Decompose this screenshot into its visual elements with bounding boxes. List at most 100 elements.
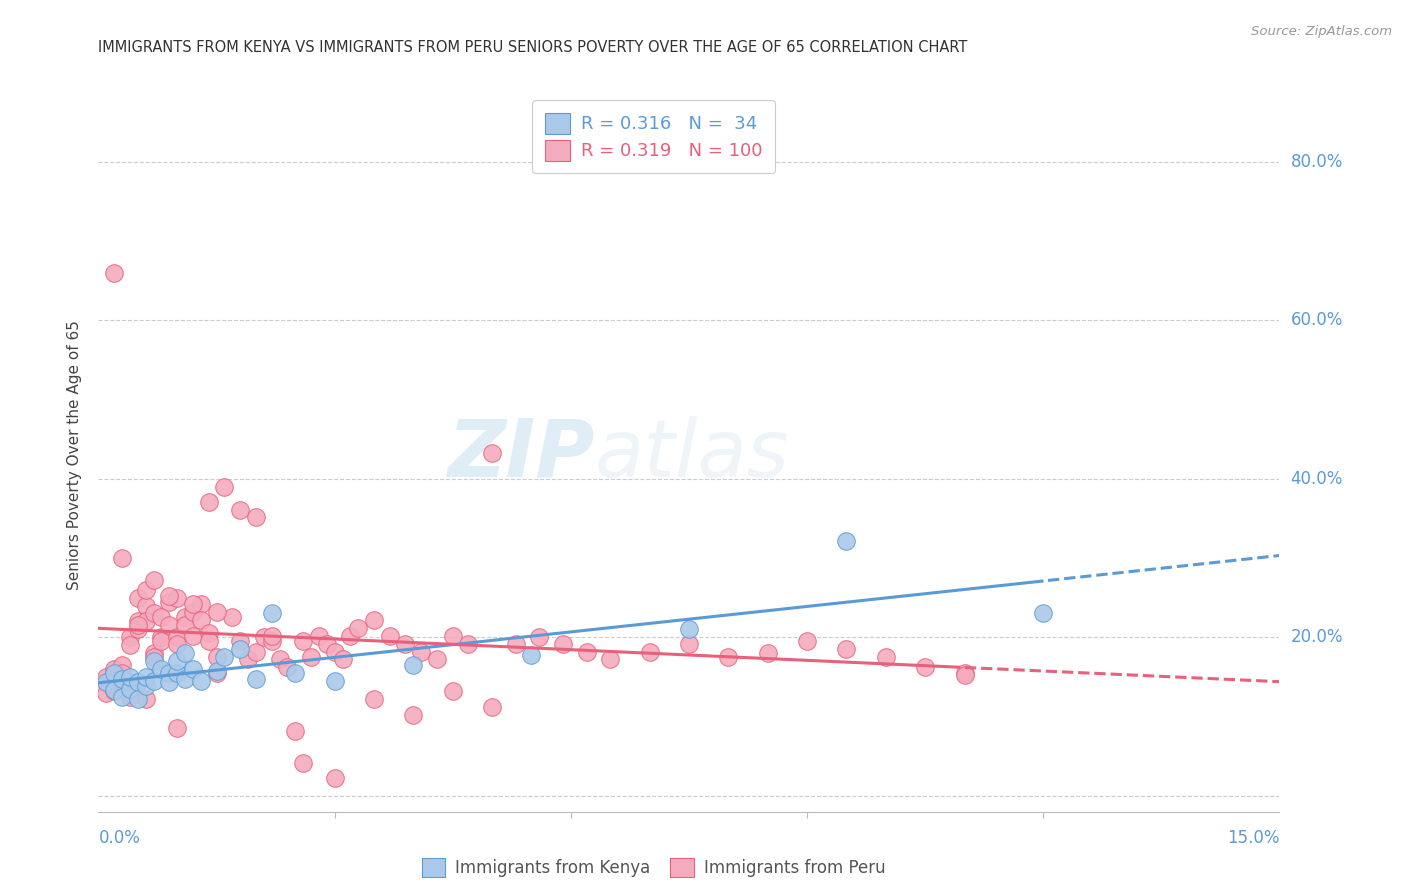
- Point: [411, 644, 433, 658]
- Point: [103, 683, 125, 698]
- Point: [181, 662, 204, 676]
- Point: [127, 618, 149, 632]
- Point: [332, 652, 354, 666]
- Point: [835, 533, 858, 548]
- Point: [150, 630, 173, 644]
- Y-axis label: Seniors Poverty Over the Age of 65: Seniors Poverty Over the Age of 65: [67, 320, 83, 590]
- Point: [953, 668, 976, 682]
- Point: [638, 644, 661, 658]
- Text: 80.0%: 80.0%: [1291, 153, 1343, 170]
- Point: [150, 634, 173, 648]
- Point: [299, 650, 322, 665]
- Point: [174, 610, 197, 624]
- Point: [276, 660, 298, 674]
- Point: [103, 266, 125, 280]
- Point: [214, 480, 236, 494]
- Point: [181, 605, 204, 619]
- Point: [166, 637, 188, 651]
- Point: [323, 772, 346, 786]
- Point: [181, 629, 204, 643]
- Point: [166, 654, 188, 668]
- Point: [96, 670, 118, 684]
- Point: [166, 630, 188, 644]
- Point: [441, 629, 464, 643]
- Point: [181, 597, 204, 611]
- Point: [111, 676, 134, 690]
- Point: [245, 509, 267, 524]
- Point: [118, 690, 141, 704]
- Point: [118, 630, 141, 644]
- Point: [157, 594, 180, 608]
- Point: [142, 673, 165, 688]
- Point: [323, 644, 346, 658]
- Point: [166, 722, 188, 736]
- Point: [174, 618, 197, 632]
- Point: [236, 652, 259, 666]
- Point: [678, 637, 700, 651]
- Point: [197, 634, 219, 648]
- Point: [103, 665, 125, 680]
- Point: [1032, 607, 1054, 621]
- Point: [402, 658, 425, 673]
- Point: [190, 613, 212, 627]
- Point: [157, 665, 180, 680]
- Point: [142, 607, 165, 621]
- Point: [426, 652, 449, 666]
- Point: [96, 686, 118, 700]
- Legend: Immigrants from Kenya, Immigrants from Peru: Immigrants from Kenya, Immigrants from P…: [413, 849, 894, 886]
- Point: [339, 629, 361, 643]
- Point: [529, 630, 551, 644]
- Point: [142, 654, 165, 668]
- Point: [111, 690, 134, 704]
- Point: [402, 708, 425, 723]
- Point: [190, 597, 212, 611]
- Point: [599, 652, 621, 666]
- Point: [253, 630, 276, 644]
- Point: [796, 634, 818, 648]
- Point: [142, 650, 165, 665]
- Point: [292, 634, 315, 648]
- Point: [378, 629, 401, 643]
- Point: [127, 675, 149, 690]
- Point: [260, 634, 283, 648]
- Point: [347, 621, 370, 635]
- Point: [135, 670, 157, 684]
- Point: [229, 642, 252, 657]
- Point: [953, 665, 976, 680]
- Point: [717, 650, 740, 665]
- Point: [505, 637, 527, 651]
- Point: [174, 646, 197, 660]
- Point: [914, 660, 936, 674]
- Text: 20.0%: 20.0%: [1291, 628, 1343, 647]
- Point: [394, 637, 416, 651]
- Text: 60.0%: 60.0%: [1291, 311, 1343, 329]
- Text: 0.0%: 0.0%: [98, 829, 141, 847]
- Point: [245, 644, 267, 658]
- Point: [197, 495, 219, 509]
- Point: [221, 610, 243, 624]
- Point: [260, 607, 283, 621]
- Point: [127, 591, 149, 605]
- Point: [205, 665, 228, 680]
- Point: [127, 623, 149, 637]
- Point: [575, 644, 598, 658]
- Point: [875, 650, 897, 665]
- Point: [127, 692, 149, 706]
- Point: [135, 582, 157, 597]
- Text: Source: ZipAtlas.com: Source: ZipAtlas.com: [1251, 25, 1392, 38]
- Point: [174, 672, 197, 686]
- Point: [157, 618, 180, 632]
- Text: 40.0%: 40.0%: [1291, 470, 1343, 488]
- Point: [245, 672, 267, 686]
- Point: [551, 637, 574, 651]
- Point: [142, 573, 165, 587]
- Point: [756, 646, 779, 660]
- Point: [441, 684, 464, 698]
- Point: [315, 637, 337, 651]
- Point: [205, 650, 228, 665]
- Point: [214, 650, 236, 665]
- Point: [229, 503, 252, 517]
- Point: [457, 637, 479, 651]
- Point: [166, 665, 188, 680]
- Point: [135, 692, 157, 706]
